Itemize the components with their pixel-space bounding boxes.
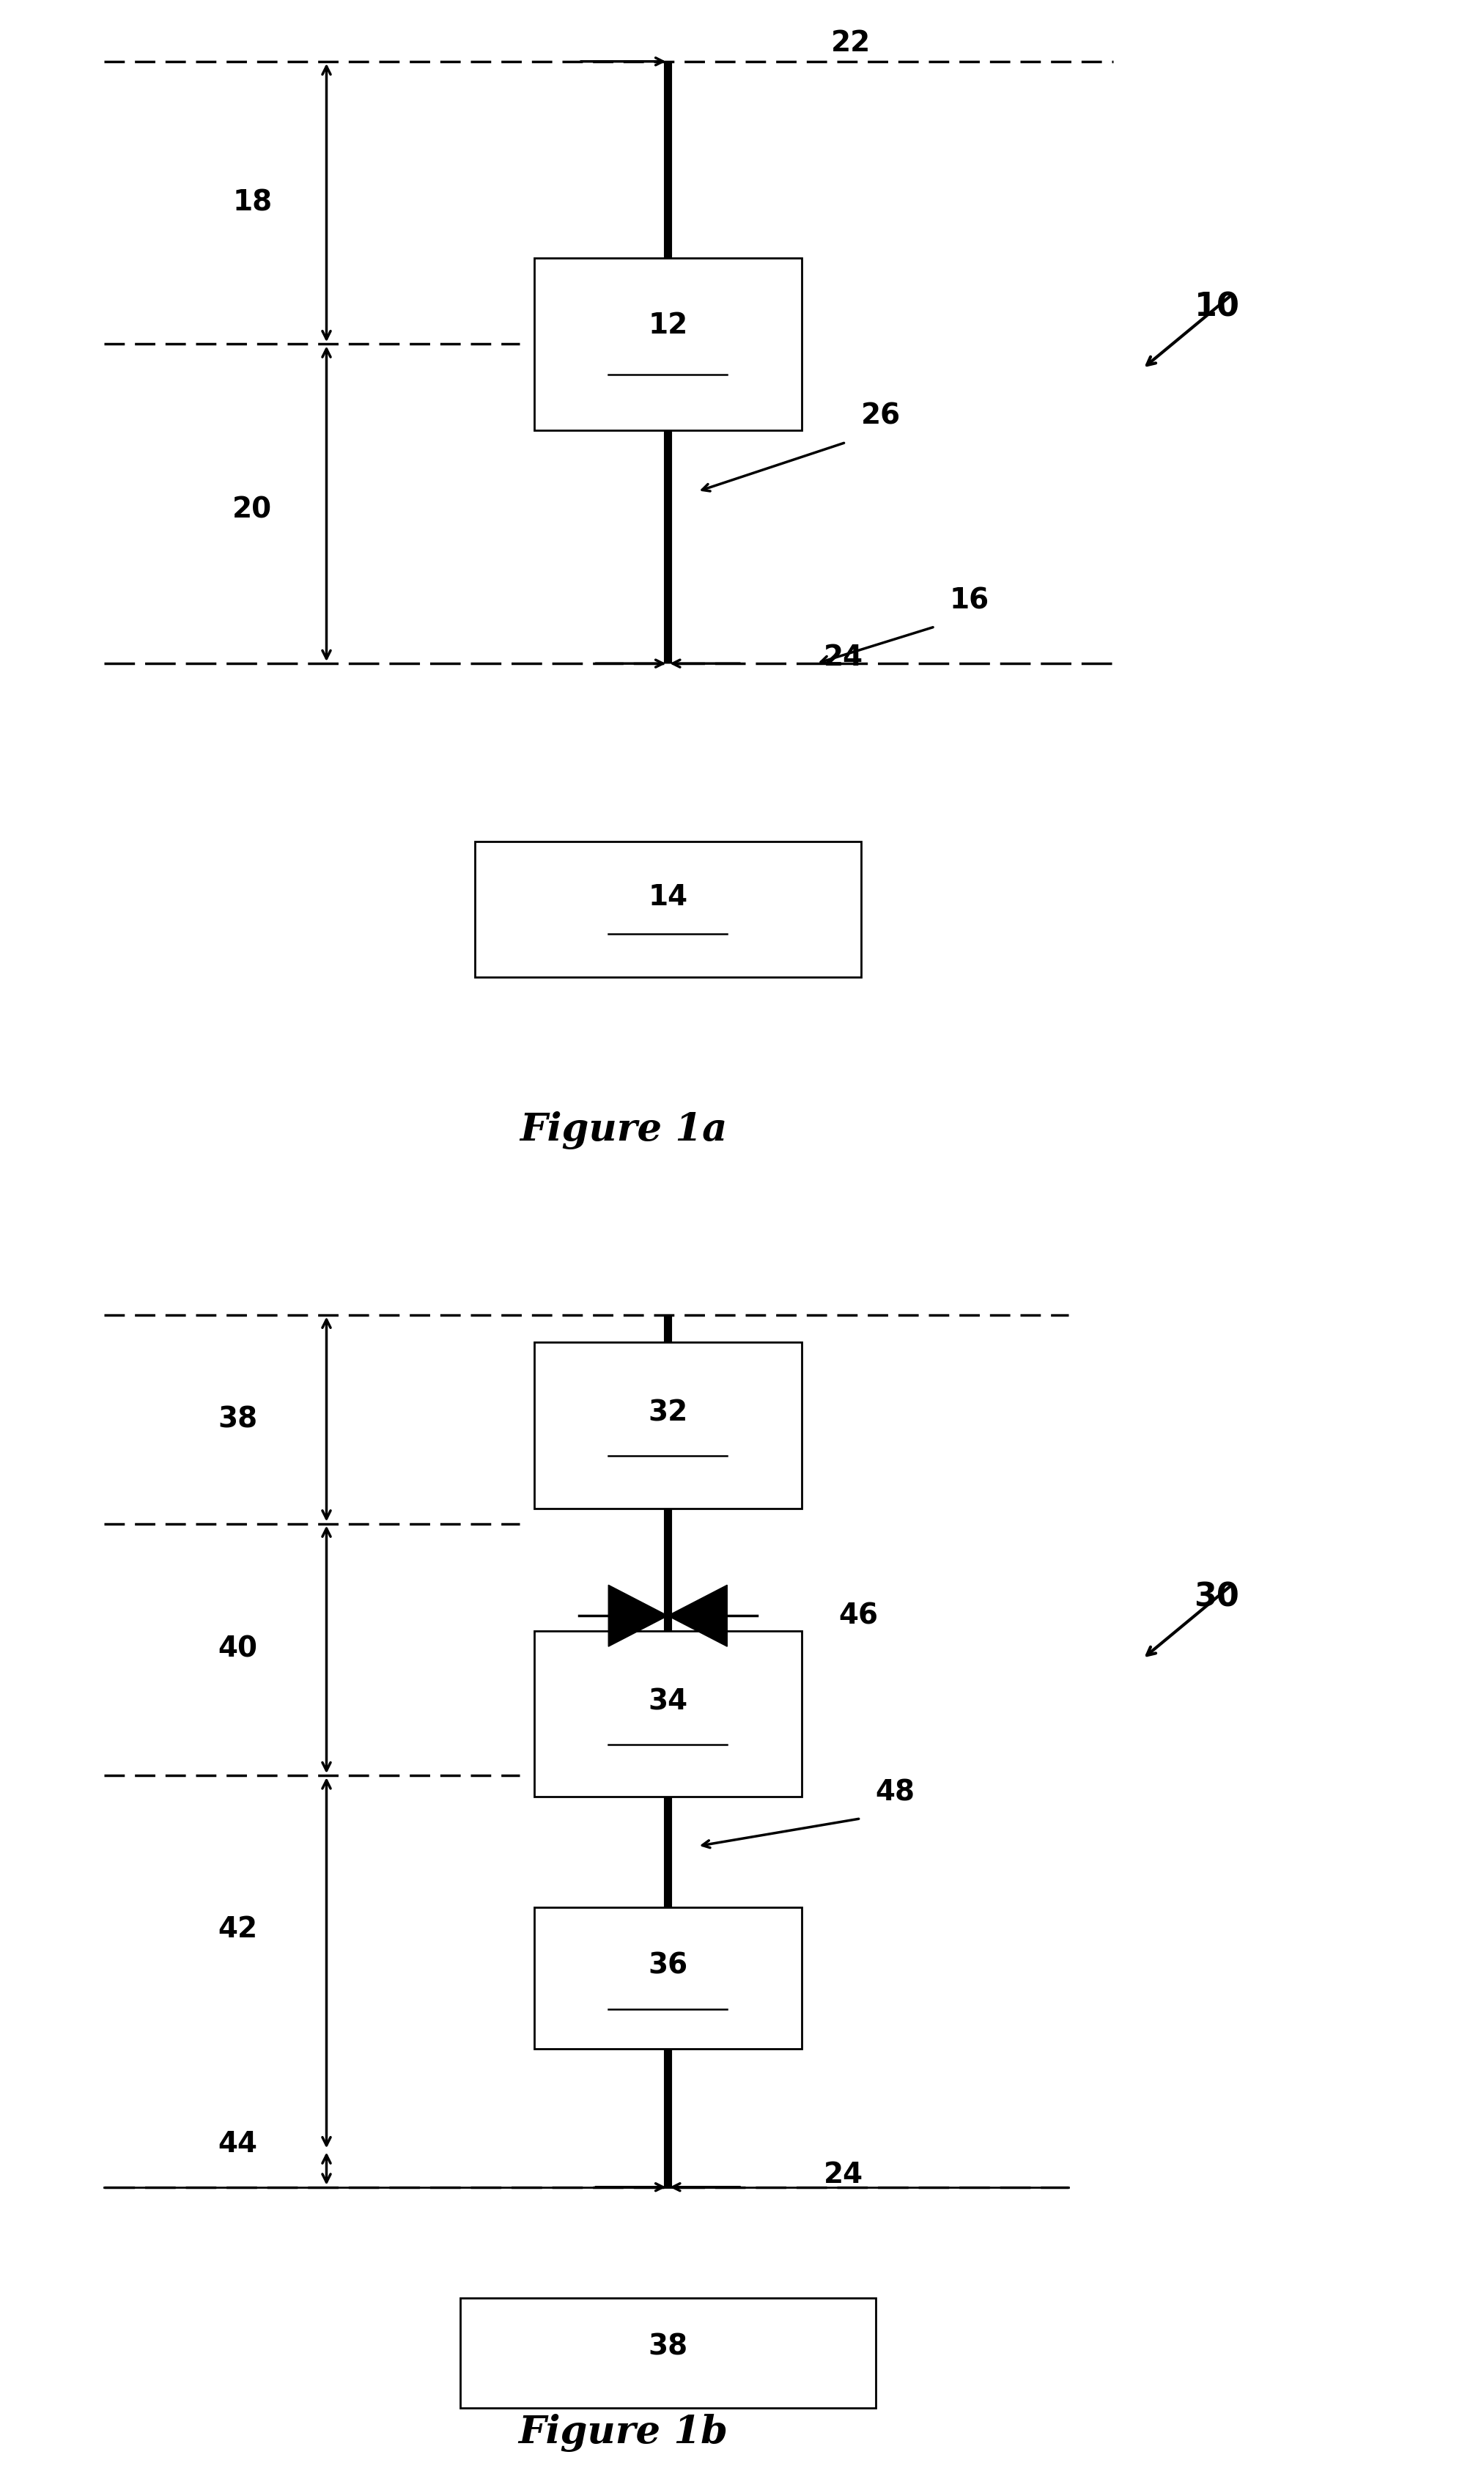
Text: 16: 16 bbox=[950, 586, 990, 616]
Bar bbox=[534, 1343, 801, 1509]
Bar bbox=[475, 841, 861, 978]
Text: 12: 12 bbox=[649, 313, 687, 340]
Text: 30: 30 bbox=[1195, 1581, 1239, 1613]
Text: Figure 1a: Figure 1a bbox=[519, 1112, 727, 1149]
Bar bbox=[534, 1909, 801, 2048]
Text: 14: 14 bbox=[649, 884, 687, 911]
Text: Figure 1b: Figure 1b bbox=[518, 2415, 729, 2452]
Text: 40: 40 bbox=[218, 1636, 257, 1663]
Text: 42: 42 bbox=[218, 1916, 257, 1943]
Text: 32: 32 bbox=[649, 1400, 687, 1427]
Text: 24: 24 bbox=[824, 643, 864, 670]
Text: 48: 48 bbox=[876, 1780, 916, 1807]
Bar bbox=[534, 1631, 801, 1797]
Text: 34: 34 bbox=[649, 1688, 687, 1715]
Text: 24: 24 bbox=[824, 2162, 864, 2189]
Polygon shape bbox=[668, 1586, 727, 1646]
Text: 18: 18 bbox=[233, 189, 272, 216]
Text: 38: 38 bbox=[649, 2333, 687, 2360]
Text: 46: 46 bbox=[838, 1601, 879, 1631]
Bar bbox=[460, 2298, 876, 2408]
Text: 22: 22 bbox=[831, 30, 871, 57]
Text: 10: 10 bbox=[1195, 290, 1239, 323]
Text: 26: 26 bbox=[861, 402, 901, 429]
Text: 38: 38 bbox=[218, 1405, 257, 1432]
Bar bbox=[534, 258, 801, 429]
Text: 44: 44 bbox=[218, 2130, 257, 2157]
Text: 36: 36 bbox=[649, 1951, 687, 1981]
Text: 20: 20 bbox=[233, 496, 272, 524]
Polygon shape bbox=[608, 1586, 668, 1646]
